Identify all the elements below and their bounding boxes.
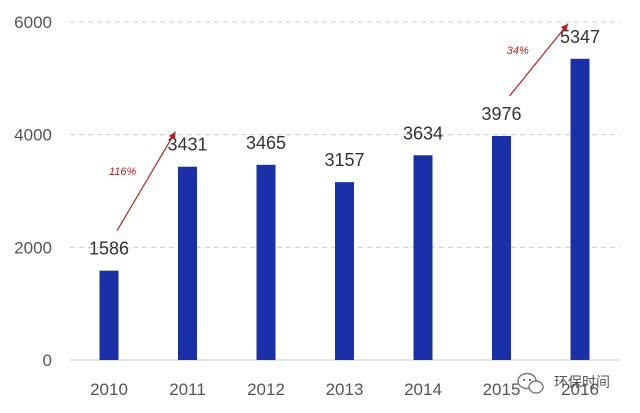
bar (335, 182, 354, 360)
x-axis: 2010 2011 2012 2013 2014 2015 2016 (90, 380, 599, 399)
bars (99, 58, 590, 360)
bar (256, 164, 276, 360)
x-tick-label: 2016 (561, 380, 599, 399)
y-tick-label: 4000 (14, 126, 52, 145)
y-axis: 0 2000 4000 6000 (14, 13, 52, 370)
x-tick-label: 2011 (169, 380, 206, 399)
x-tick-label: 2012 (247, 380, 285, 399)
bar (99, 270, 119, 360)
x-tick-label: 2015 (483, 380, 521, 399)
bar (178, 166, 197, 360)
data-label: 3431 (167, 135, 207, 155)
growth-label: 116% (109, 166, 137, 178)
growth-arrow (509, 23, 569, 97)
bar (413, 155, 433, 360)
x-tick-label: 2014 (404, 380, 442, 399)
watermark-text: 环保时间 (554, 374, 610, 390)
data-label: 3157 (324, 150, 364, 170)
growth-annotations: 116% 34% (109, 23, 569, 231)
wechat-icon (517, 372, 544, 394)
data-label: 5347 (560, 27, 600, 47)
bar (492, 136, 511, 360)
bar (570, 58, 590, 360)
y-tick-label: 2000 (14, 238, 52, 257)
data-label: 3465 (246, 133, 286, 153)
data-label: 3634 (403, 123, 443, 143)
growth-label: 34% (507, 45, 529, 57)
growth-arrow (116, 131, 177, 231)
watermark: 环保时间 (517, 372, 610, 394)
x-tick-label: 2010 (90, 380, 128, 399)
x-tick-label: 2013 (326, 380, 364, 399)
data-label: 1586 (89, 239, 129, 259)
y-tick-label: 6000 (14, 13, 52, 32)
data-labels: 1586 3431 3465 3157 3634 3976 5347 (89, 27, 600, 259)
y-tick-label: 0 (43, 351, 52, 370)
data-label: 3976 (481, 104, 521, 124)
